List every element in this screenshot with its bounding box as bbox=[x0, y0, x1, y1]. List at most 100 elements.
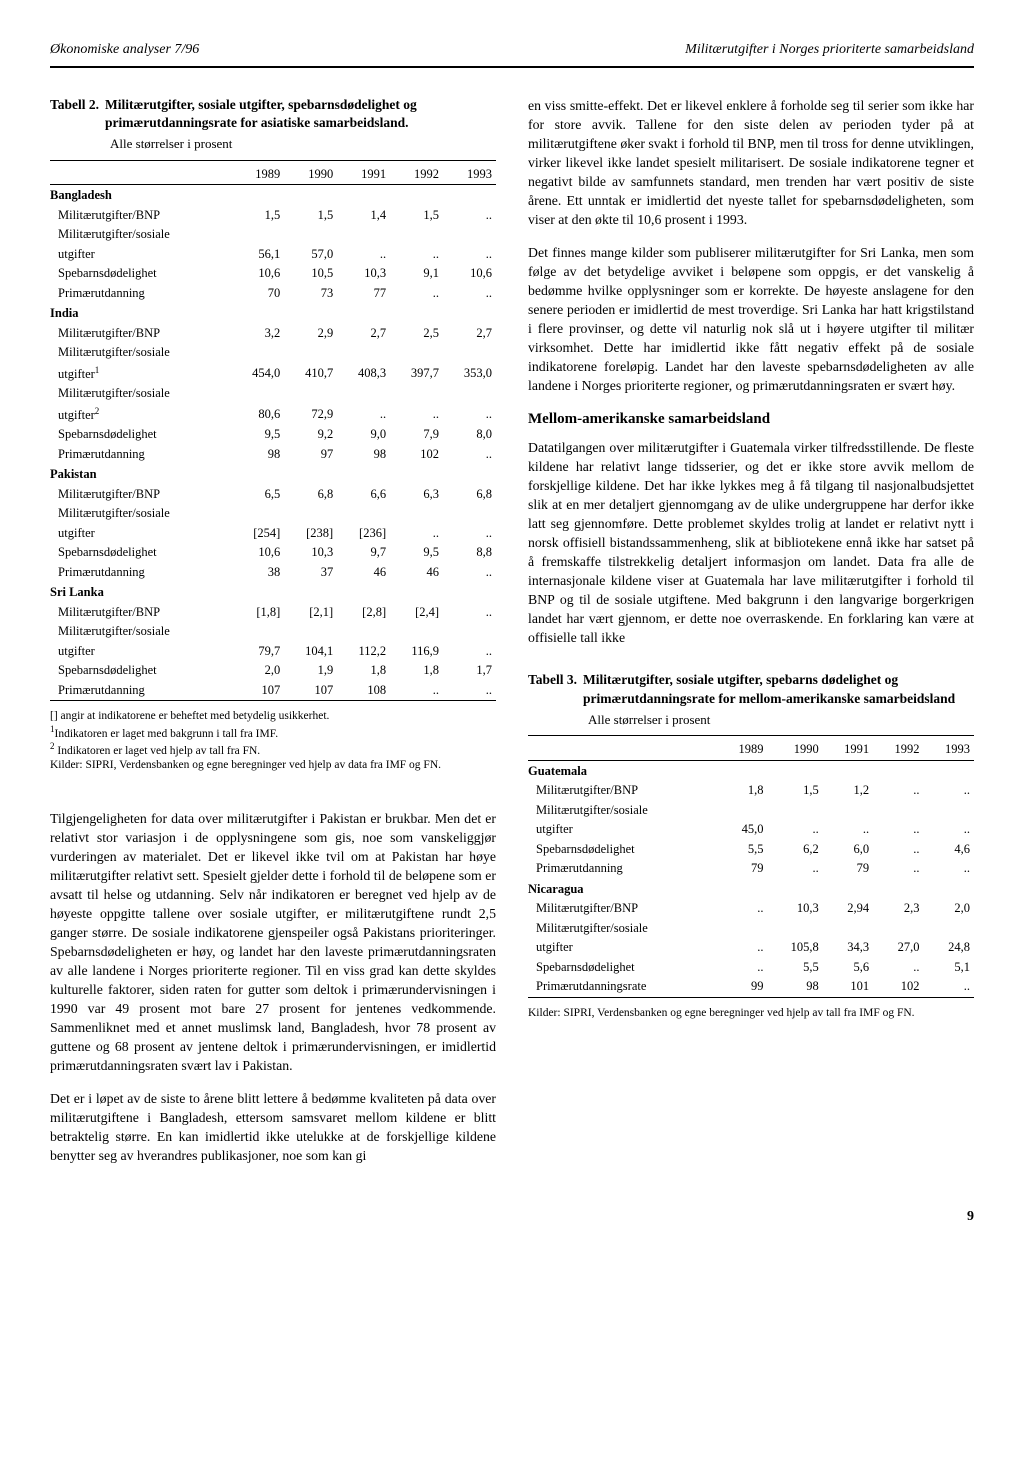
value-cell: 101 bbox=[823, 977, 873, 997]
value-cell bbox=[443, 622, 496, 642]
value-cell: 2,0 bbox=[231, 661, 284, 681]
value-cell: 2,7 bbox=[443, 324, 496, 344]
table3-head: 1989 1990 1991 1992 1993 bbox=[528, 740, 974, 760]
year-cell: 1991 bbox=[823, 740, 873, 760]
value-cell bbox=[768, 919, 823, 939]
value-cell: 99 bbox=[717, 977, 767, 997]
value-cell bbox=[390, 384, 443, 404]
value-cell: 2,0 bbox=[924, 899, 974, 919]
value-cell bbox=[768, 801, 823, 821]
value-cell bbox=[924, 919, 974, 939]
value-cell: 1,5 bbox=[231, 206, 284, 226]
value-cell: 105,8 bbox=[768, 938, 823, 958]
value-cell: 112,2 bbox=[337, 642, 390, 662]
value-cell: 5,5 bbox=[717, 840, 767, 860]
body-paragraph: Datatilgangen over militærutgifter i Gua… bbox=[528, 438, 974, 647]
value-cell: 1,7 bbox=[443, 661, 496, 681]
value-cell: 6,2 bbox=[768, 840, 823, 860]
table-row: Militærutgifter/BNP..10,32,942,32,0 bbox=[528, 899, 974, 919]
value-cell: .. bbox=[443, 284, 496, 304]
value-cell bbox=[337, 343, 390, 363]
value-cell: 6,6 bbox=[337, 485, 390, 505]
value-cell: 6,8 bbox=[443, 485, 496, 505]
year-cell: 1993 bbox=[924, 740, 974, 760]
value-cell: 5,5 bbox=[768, 958, 823, 978]
value-cell bbox=[337, 504, 390, 524]
value-cell: 98 bbox=[231, 445, 284, 465]
value-cell bbox=[443, 225, 496, 245]
table-row: Militærutgifter/BNP1,81,51,2.... bbox=[528, 781, 974, 801]
table-row: Spebarnsdødelighet..5,55,6..5,1 bbox=[528, 958, 974, 978]
value-cell bbox=[231, 343, 284, 363]
value-cell: [254] bbox=[231, 524, 284, 544]
row-label: utgifter1 bbox=[50, 363, 231, 385]
country-row: Guatemala bbox=[528, 761, 974, 782]
table-row: Primærutdanning107107108.... bbox=[50, 681, 496, 701]
value-cell: .. bbox=[717, 899, 767, 919]
value-cell: .. bbox=[443, 404, 496, 426]
body-paragraph: Det finnes mange kilder som publiserer m… bbox=[528, 243, 974, 395]
value-cell bbox=[337, 622, 390, 642]
page-header: Økonomiske analyser 7/96 Militærutgifter… bbox=[50, 40, 974, 68]
country-name: India bbox=[50, 303, 496, 324]
table-row: utgifter45,0........ bbox=[528, 820, 974, 840]
table2: 1989 1990 1991 1992 1993 BangladeshMilit… bbox=[50, 165, 496, 701]
table-row: Militærutgifter/BNP3,22,92,72,52,7 bbox=[50, 324, 496, 344]
year-cell: 1990 bbox=[768, 740, 823, 760]
value-cell: 10,6 bbox=[443, 264, 496, 284]
table2-subtitle: Alle størrelser i prosent bbox=[110, 135, 496, 153]
row-label: Militærutgifter/sosiale bbox=[50, 225, 231, 245]
country-name: Pakistan bbox=[50, 464, 496, 485]
table3-titletext: Militærutgifter, sosiale utgifter, speba… bbox=[583, 671, 974, 709]
table-row: Primærutdanning79..79.... bbox=[528, 859, 974, 879]
rule bbox=[528, 997, 974, 998]
value-cell: .. bbox=[873, 859, 923, 879]
table-row: utgifter[254][238][236].... bbox=[50, 524, 496, 544]
table2-label: Tabell 2. bbox=[50, 96, 99, 134]
value-cell: .. bbox=[443, 206, 496, 226]
value-cell: 98 bbox=[337, 445, 390, 465]
value-cell: 107 bbox=[231, 681, 284, 701]
value-cell bbox=[390, 504, 443, 524]
row-label: utgifter bbox=[50, 524, 231, 544]
value-cell: .. bbox=[390, 284, 443, 304]
value-cell bbox=[337, 384, 390, 404]
table-row: utgifter280,672,9...... bbox=[50, 404, 496, 426]
rule bbox=[528, 735, 974, 736]
table3-subtitle: Alle størrelser i prosent bbox=[588, 711, 974, 729]
value-cell: 9,5 bbox=[231, 425, 284, 445]
row-label: Militærutgifter/sosiale bbox=[528, 919, 717, 939]
country-row: India bbox=[50, 303, 496, 324]
value-cell bbox=[390, 225, 443, 245]
row-label: Militærutgifter/sosiale bbox=[50, 343, 231, 363]
row-label: Spebarnsdødelighet bbox=[528, 958, 717, 978]
row-label: Primærutdanning bbox=[50, 681, 231, 701]
value-cell: .. bbox=[873, 958, 923, 978]
year-cell: 1990 bbox=[284, 165, 337, 185]
table-row: utgifter..105,834,327,024,8 bbox=[528, 938, 974, 958]
rule bbox=[50, 160, 496, 161]
value-cell: .. bbox=[443, 642, 496, 662]
value-cell: 46 bbox=[390, 563, 443, 583]
value-cell: [1,8] bbox=[231, 603, 284, 623]
value-cell: [2,4] bbox=[390, 603, 443, 623]
table-row: Spebarnsdødelighet2,01,91,81,81,7 bbox=[50, 661, 496, 681]
value-cell bbox=[284, 622, 337, 642]
footnote-line: [] angir at indikatorene er beheftet med… bbox=[50, 709, 496, 723]
country-row: Bangladesh bbox=[50, 185, 496, 206]
value-cell bbox=[337, 225, 390, 245]
footnote-line: Kilder: SIPRI, Verdensbanken og egne ber… bbox=[50, 758, 496, 772]
table-row: utgifter1454,0410,7408,3397,7353,0 bbox=[50, 363, 496, 385]
value-cell: 2,3 bbox=[873, 899, 923, 919]
value-cell: .. bbox=[873, 840, 923, 860]
body-paragraph: Tilgjengeligheten for data over militæru… bbox=[50, 809, 496, 1075]
value-cell: 98 bbox=[768, 977, 823, 997]
value-cell bbox=[823, 801, 873, 821]
value-cell bbox=[390, 343, 443, 363]
value-cell: .. bbox=[443, 445, 496, 465]
value-cell: .. bbox=[823, 820, 873, 840]
value-cell bbox=[284, 225, 337, 245]
table-row: utgifter56,157,0...... bbox=[50, 245, 496, 265]
table3-footnotes: Kilder: SIPRI, Verdensbanken og egne ber… bbox=[528, 1006, 974, 1020]
value-cell: 454,0 bbox=[231, 363, 284, 385]
